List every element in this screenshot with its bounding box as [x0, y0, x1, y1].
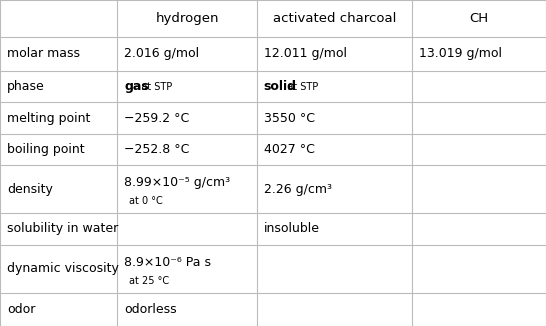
Text: −252.8 °C: −252.8 °C	[124, 143, 190, 156]
Text: odor: odor	[7, 303, 35, 316]
Text: 13.019 g/mol: 13.019 g/mol	[419, 47, 502, 60]
Text: at STP: at STP	[135, 82, 173, 92]
Text: at STP: at STP	[282, 82, 319, 92]
Text: 2.26 g/cm³: 2.26 g/cm³	[264, 183, 332, 196]
Text: 8.9×10⁻⁶ Pa s: 8.9×10⁻⁶ Pa s	[124, 256, 211, 269]
Text: density: density	[7, 183, 53, 196]
Text: solid: solid	[264, 80, 296, 93]
Text: 3550 °C: 3550 °C	[264, 111, 314, 125]
Text: odorless: odorless	[124, 303, 177, 316]
Text: dynamic viscosity: dynamic viscosity	[7, 262, 119, 275]
Text: 12.011 g/mol: 12.011 g/mol	[264, 47, 347, 60]
Text: molar mass: molar mass	[7, 47, 80, 60]
Text: CH: CH	[470, 12, 489, 25]
Text: at 25 °C: at 25 °C	[129, 275, 169, 286]
Text: 4027 °C: 4027 °C	[264, 143, 314, 156]
Text: melting point: melting point	[7, 111, 91, 125]
Text: solubility in water: solubility in water	[7, 222, 118, 235]
Text: phase: phase	[7, 80, 45, 93]
Text: hydrogen: hydrogen	[155, 12, 219, 25]
Text: activated charcoal: activated charcoal	[273, 12, 396, 25]
Text: 8.99×10⁻⁵ g/cm³: 8.99×10⁻⁵ g/cm³	[124, 176, 230, 189]
Text: 2.016 g/mol: 2.016 g/mol	[124, 47, 200, 60]
Text: at 0 °C: at 0 °C	[129, 196, 163, 206]
Text: insoluble: insoluble	[264, 222, 320, 235]
Text: boiling point: boiling point	[7, 143, 85, 156]
Text: gas: gas	[124, 80, 149, 93]
Text: −259.2 °C: −259.2 °C	[124, 111, 190, 125]
